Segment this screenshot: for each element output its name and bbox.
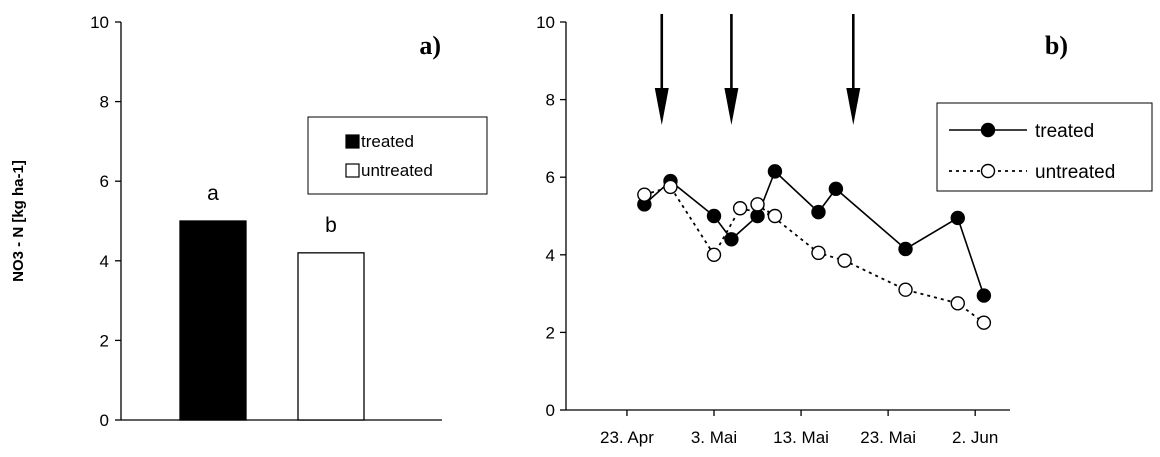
legend-swatch-untreated xyxy=(345,163,360,178)
treatment-arrow xyxy=(654,14,669,125)
y-tick-label: 4 xyxy=(100,252,109,271)
y-tick-label: 6 xyxy=(100,172,109,191)
arrow-head xyxy=(846,88,861,125)
data-point-untreated xyxy=(663,179,678,195)
data-point-treated xyxy=(828,181,844,197)
data-point-treated xyxy=(976,288,992,303)
series-untreated xyxy=(637,179,992,330)
y-tick-label: 0 xyxy=(100,411,109,430)
y-axis-label: NO3 - N [kg ha-1] xyxy=(10,160,27,282)
panel-b-line-chart: 0 2 4 6 8 10 23. Apr 3. Mai 13. Mai 23. Mai 2. Jun… xyxy=(536,13,1153,447)
y-tick-label: 10 xyxy=(90,13,109,32)
y-tick-label: 4 xyxy=(546,246,555,265)
legend-swatch-treated xyxy=(345,134,360,149)
data-point-untreated xyxy=(706,247,722,263)
data-point-untreated xyxy=(732,201,748,216)
y-tick-label: 2 xyxy=(546,323,555,342)
legend: treated untreated xyxy=(307,116,488,195)
data-point-treated xyxy=(767,164,783,179)
y-tick-label: 0 xyxy=(546,401,555,420)
arrow-head xyxy=(724,88,739,125)
legend-entry: untreated xyxy=(1035,162,1115,183)
bar-significance-label: b xyxy=(325,214,337,237)
data-point-untreated xyxy=(811,245,826,261)
legend-entry: treated xyxy=(1035,121,1094,142)
y-tick-label: 2 xyxy=(100,331,109,350)
legend: treated untreated xyxy=(936,102,1153,192)
arrow-head xyxy=(654,88,669,125)
x-tick-label: 2. Jun xyxy=(952,428,998,447)
x-tick-label: 3. Mai xyxy=(691,428,737,447)
legend-entry: treated xyxy=(361,132,414,151)
panel-label: a) xyxy=(419,31,441,60)
data-point-treated xyxy=(950,210,965,226)
x-tick-label: 23. Apr xyxy=(600,428,654,447)
data-point-untreated xyxy=(837,253,852,268)
y-tick-label: 8 xyxy=(100,93,109,112)
legend-box xyxy=(307,116,488,195)
data-point-untreated xyxy=(898,282,913,297)
y-tick-label: 10 xyxy=(536,13,555,32)
panel-a-bar-chart: 0 2 4 6 8 10 NO3 - N [kg ha-1] a) a b treated untre… xyxy=(10,13,488,430)
data-point-treated xyxy=(898,241,913,257)
x-tick-label: 13. Mai xyxy=(773,428,829,447)
legend-entry: untreated xyxy=(361,161,433,180)
treatment-arrow xyxy=(846,14,861,125)
data-point-untreated xyxy=(950,296,965,311)
series-line-treated xyxy=(643,169,985,296)
treatment-arrow xyxy=(724,14,739,125)
data-point-untreated xyxy=(637,187,652,202)
bar-treated xyxy=(179,220,247,421)
legend-marker-untreated xyxy=(980,163,996,179)
x-tick-label: 23. Mai xyxy=(860,428,916,447)
data-point-treated xyxy=(811,204,826,220)
data-point-untreated xyxy=(767,208,783,224)
legend-box xyxy=(936,102,1153,192)
bar-significance-label: a xyxy=(207,182,219,205)
data-point-treated xyxy=(724,232,739,247)
y-tick-label: 6 xyxy=(546,168,555,187)
data-point-untreated xyxy=(976,315,992,330)
y-tick-label: 8 xyxy=(546,91,555,110)
panel-label: b) xyxy=(1045,31,1068,60)
bar-untreated xyxy=(297,252,365,421)
data-point-treated xyxy=(706,208,722,224)
legend-marker-treated xyxy=(980,122,996,138)
data-point-untreated xyxy=(750,197,765,212)
